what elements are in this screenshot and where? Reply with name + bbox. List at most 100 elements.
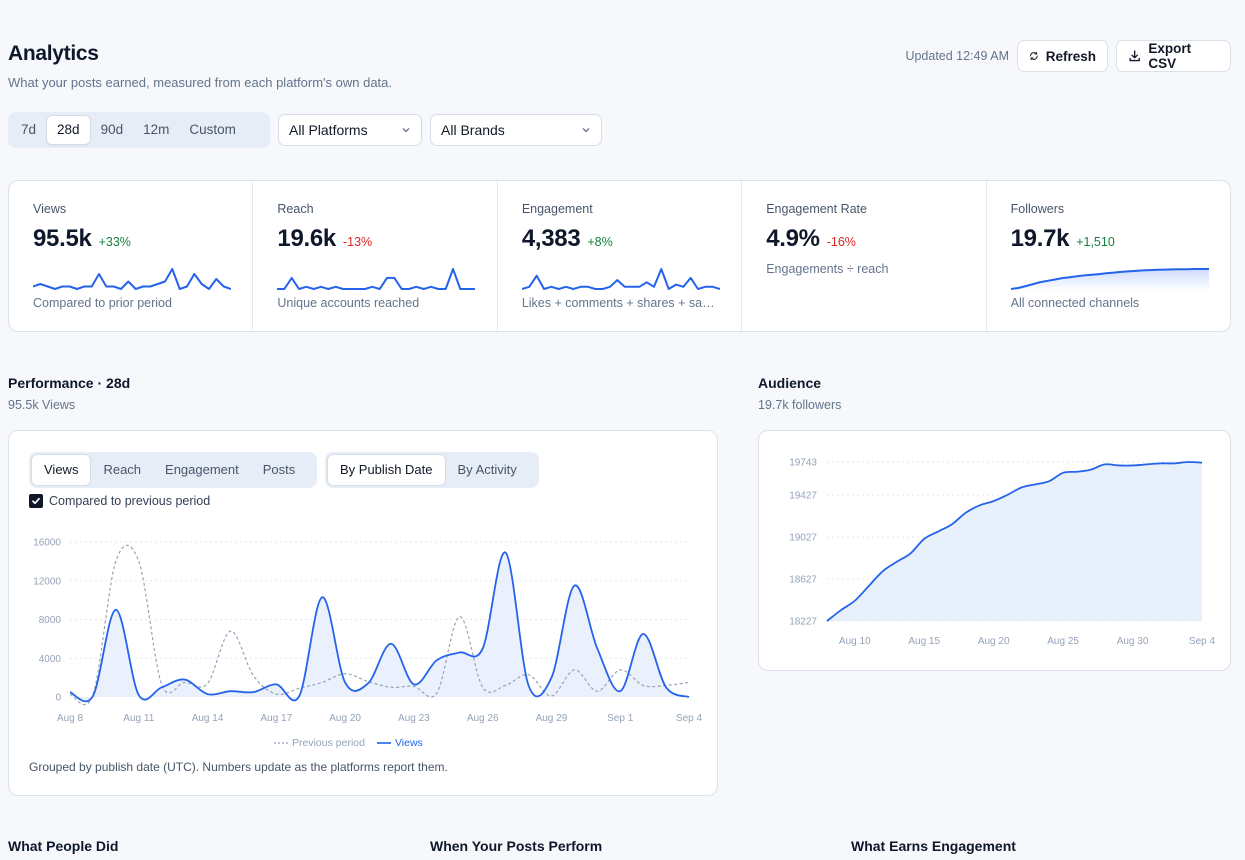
y-tick-label: 8000 [39,615,62,626]
kpi-footnote: Engagements ÷ reach [766,262,889,276]
kpi-delta: +33% [98,235,131,249]
kpi-footnote: Unique accounts reached [277,296,420,310]
followers-line [826,461,1203,622]
kpi-label: Engagement [521,202,593,216]
range-7d[interactable]: 7d [21,122,37,137]
section-what-people-did: What People Did [8,838,119,854]
kpi-strip: Views 95.5k +33% Compared to prior period… [8,180,1231,332]
performance-chart: 0 4000 8000 12000 16000 Aug 8 Aug 11 Aug 14 Aug … [33,538,703,725]
x-tick-label: Sep 1 [607,713,634,724]
kpi-delta: -13% [342,235,373,249]
audience-subtitle: 19.7k followers [758,398,842,412]
y-tick-label: 19743 [789,458,817,469]
y-tick-label: 19027 [789,533,817,544]
reach-sparkline [277,268,476,290]
x-tick-label: Aug 30 [1117,636,1149,647]
chevron-down-icon [402,128,410,133]
kpi-engagement-rate[interactable]: Engagement Rate 4.9% -16% Engagements ÷ r… [742,181,987,331]
tab-posts[interactable]: Posts [262,462,296,477]
chevron-down-icon [582,128,590,133]
range-12m[interactable]: 12m [143,122,170,137]
refresh-label: Refresh [1045,48,1096,64]
sparkline-area [1010,269,1209,291]
x-tick-label: Aug 29 [536,713,568,724]
kpi-label: Followers [1010,202,1065,216]
kpi-reach[interactable]: Reach 19.6k -13% Unique accounts reached [253,181,498,331]
legend-views: Views [376,737,423,749]
range-custom[interactable]: Custom [189,122,236,137]
audience-chart: 18227 18627 19027 19427 19743 Aug 10 Aug 15 Aug… [789,458,1216,648]
performance-panel: Views Reach Engagement Posts By Publish … [8,430,718,796]
refresh-button[interactable]: Refresh [1017,40,1108,72]
export-csv-button[interactable]: Export CSV [1116,40,1231,72]
performance-subtitle: 95.5k Views [8,398,76,412]
updated-timestamp: Updated 12:49 AM [905,49,1009,63]
x-tick-label: Aug 10 [839,636,871,647]
followers-area [827,461,1202,621]
range-90d[interactable]: 90d [100,122,124,137]
page-title: Analytics [8,42,99,65]
y-tick-label: 18627 [789,575,817,586]
views-area [70,552,689,702]
tab-engagement[interactable]: Engagement [165,462,239,477]
compare-checkbox[interactable] [29,494,43,508]
kpi-views[interactable]: Views 95.5k +33% Compared to prior period [9,181,254,331]
audience-panel: 18227 18627 19027 19427 19743 Aug 10 Aug 15 Aug… [758,430,1231,671]
kpi-value: 95.5k [33,225,92,252]
y-tick-label: 16000 [33,538,61,549]
tab-views[interactable]: Views [31,454,92,486]
kpi-followers[interactable]: Followers 19.7k +1,510 All connected chan… [987,181,1230,331]
kpi-value: 19.6k [277,225,336,252]
chart-legend: Previous period Views [274,737,423,749]
x-tick-label: Aug 23 [398,713,430,724]
sparkline-line [1010,268,1209,290]
mode-tabs: By Publish Date By Activity [325,452,539,488]
dashed-line-icon [274,742,288,744]
kpi-engagement[interactable]: Engagement 4,383 +8% Likes + comments + s… [498,181,743,331]
chart-footnote: Grouped by publish date (UTC). Numbers u… [29,760,448,774]
x-tick-label: Aug 20 [329,713,361,724]
previous-period-line [69,544,690,706]
x-tick-label: Aug 11 [123,713,154,724]
section-what-earns-engagement: What Earns Engagement [851,838,1016,854]
kpi-value: 4,383 [521,225,581,252]
platform-select[interactable]: All Platforms [278,114,422,146]
x-tick-label: Aug 25 [1047,636,1079,647]
page-subtitle: What your posts earned, measured from ea… [8,75,393,90]
kpi-delta: +8% [587,235,613,249]
y-tick-label: 12000 [33,576,61,587]
kpi-footnote: All connected channels [1010,296,1140,310]
x-tick-label: Sep 4 [676,713,703,724]
export-label: Export CSV [1148,41,1192,71]
tab-reach[interactable]: Reach [103,462,142,477]
views-sparkline [33,268,231,290]
check-icon [32,497,40,505]
kpi-value: 19.7k [1010,225,1070,252]
tab-by-publish-date[interactable]: By Publish Date [327,454,446,486]
x-tick-label: Aug 8 [57,713,84,724]
x-tick-label: Aug 20 [978,636,1010,647]
download-icon [1129,50,1140,62]
legend-previous: Previous period [274,737,365,749]
engagement-sparkline [521,268,720,290]
solid-line-icon [376,742,391,744]
kpi-delta: -16% [826,235,856,249]
x-tick-label: Sep 4 [1189,636,1216,647]
x-tick-label: Aug 15 [908,636,940,647]
y-tick-label: 4000 [39,654,62,665]
kpi-label: Views [33,202,67,216]
audience-title: Audience [758,375,822,391]
compare-label: Compared to previous period [49,494,211,508]
legend-previous-label: Previous period [292,737,365,749]
kpi-value: 4.9% [766,225,820,252]
kpi-footnote: Likes + comments + shares + saves [521,296,720,310]
legend-views-label: Views [394,737,423,749]
x-tick-label: Aug 14 [192,713,224,724]
sparkline-line [521,268,720,290]
compare-toggle[interactable]: Compared to previous period [29,494,210,508]
range-28d[interactable]: 28d [46,115,91,145]
range-selector: 7d 28d 90d 12m Custom [8,112,270,148]
sparkline-line [277,268,476,290]
tab-by-activity[interactable]: By Activity [457,462,517,477]
brand-select[interactable]: All Brands [430,114,602,146]
